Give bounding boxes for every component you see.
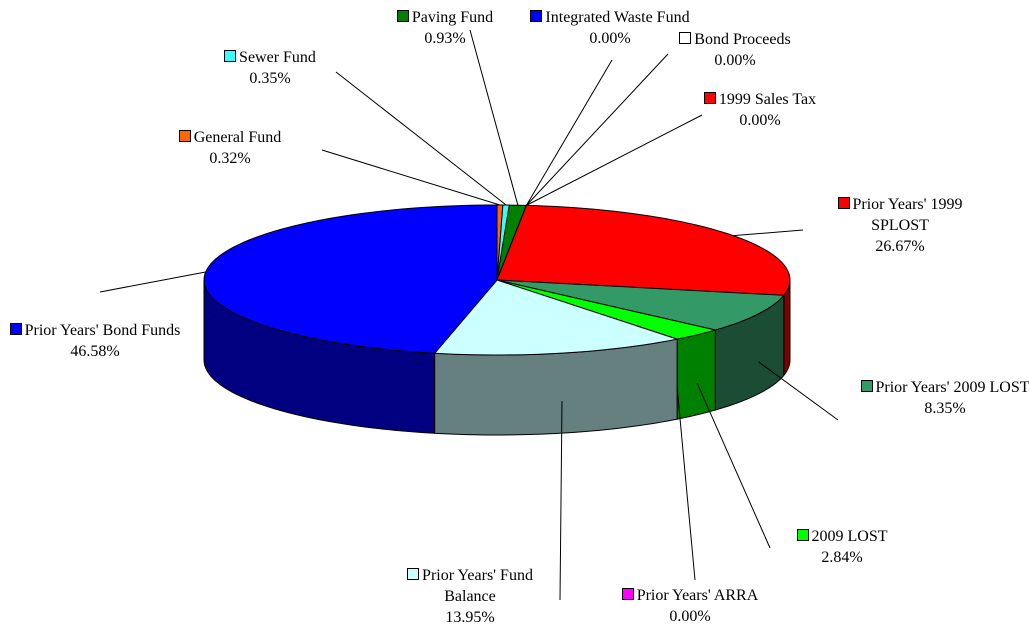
data-label: 1999 Sales Tax 0.00% <box>680 89 840 131</box>
value-label: 0.93% <box>424 30 466 47</box>
leader-line <box>525 59 613 206</box>
legend-swatch <box>860 380 873 392</box>
slice <box>496 279 785 331</box>
label-name: Paving Fund <box>365 7 525 28</box>
value-label: 0.00% <box>714 52 756 69</box>
leader-line <box>733 229 804 237</box>
value-label: 2.84% <box>821 549 863 566</box>
value-label: 0.00% <box>669 608 711 625</box>
value-label: 13.95% <box>445 609 495 626</box>
slice <box>433 279 680 356</box>
slice <box>496 204 791 296</box>
legend-swatch <box>837 197 850 209</box>
data-label: Paving Fund 0.93% <box>365 7 525 49</box>
label-name: Prior Years' Bond Funds <box>5 320 185 341</box>
category-label: Prior Years' ARRA <box>636 587 759 604</box>
category-label: Sewer Fund <box>239 49 316 66</box>
leader-line <box>469 29 519 206</box>
legend-swatch <box>530 10 543 22</box>
category-label: 1999 Sales Tax <box>718 91 817 108</box>
legend-swatch <box>396 10 409 22</box>
legend-swatch <box>178 130 191 142</box>
value-label: 46.58% <box>70 343 120 360</box>
label-name: Prior Years' Fund Balance <box>383 565 558 607</box>
category-label: Paving Fund <box>411 9 494 26</box>
leader-line <box>99 271 206 293</box>
data-label: Prior Years' Fund Balance 13.95% <box>383 565 558 628</box>
data-label: Prior Years' 1999 SPLOST 26.67% <box>815 194 985 257</box>
data-label: Prior Years' 2009 LOST 8.35% <box>860 377 1029 419</box>
leader-line <box>335 71 507 206</box>
leader-line <box>696 382 771 549</box>
legend-swatch <box>9 323 22 335</box>
data-label: Prior Years' Bond Funds 46.58% <box>5 320 185 362</box>
legend-swatch <box>407 568 420 580</box>
data-label: Sewer Fund 0.35% <box>190 47 350 89</box>
leader-line <box>321 149 501 206</box>
leader-line <box>676 387 696 581</box>
data-label: General Fund 0.32% <box>150 127 310 169</box>
leader-line <box>559 401 563 601</box>
label-name: Prior Years' 2009 LOST <box>860 377 1029 398</box>
data-label: Bond Proceeds 0.00% <box>655 29 815 71</box>
value-label: 0.00% <box>589 30 631 47</box>
category-label: Prior Years' 1999 SPLOST <box>852 196 963 234</box>
category-label: 2009 LOST <box>811 528 888 545</box>
label-name: 2009 LOST <box>762 526 922 547</box>
label-name: Prior Years' 1999 SPLOST <box>815 194 985 236</box>
category-label: Prior Years' Bond Funds <box>24 322 181 339</box>
category-label: Prior Years' 2009 LOST <box>875 379 1029 396</box>
value-label: 8.35% <box>924 400 966 417</box>
legend-swatch <box>679 32 692 44</box>
value-label: 0.35% <box>249 70 291 87</box>
label-name: Prior Years' ARRA <box>600 585 780 606</box>
leader-line <box>526 114 703 206</box>
slice-side <box>676 329 716 420</box>
category-label: Integrated Waste Fund <box>545 9 690 26</box>
leader-line <box>526 53 669 206</box>
category-label: General Fund <box>193 129 282 146</box>
leader-line <box>758 361 839 421</box>
label-name: Sewer Fund <box>190 47 350 68</box>
data-label: Integrated Waste Fund 0.00% <box>510 7 710 49</box>
label-name: General Fund <box>150 127 310 148</box>
value-label: 0.00% <box>739 112 781 129</box>
data-label: 2009 LOST 2.84% <box>762 526 922 568</box>
value-label: 0.32% <box>209 150 251 167</box>
label-name: Bond Proceeds <box>655 29 815 50</box>
label-name: 1999 Sales Tax <box>680 89 840 110</box>
category-label: Bond Proceeds <box>694 31 791 48</box>
legend-swatch <box>621 588 634 600</box>
slice <box>496 279 716 340</box>
data-label: Prior Years' ARRA 0.00% <box>600 585 780 627</box>
legend-swatch <box>703 92 716 104</box>
legend-swatch <box>224 50 237 62</box>
legend-swatch <box>796 529 809 541</box>
value-label: 26.67% <box>875 238 925 255</box>
label-name: Integrated Waste Fund <box>510 7 710 28</box>
category-label: Prior Years' Fund Balance <box>422 567 533 605</box>
